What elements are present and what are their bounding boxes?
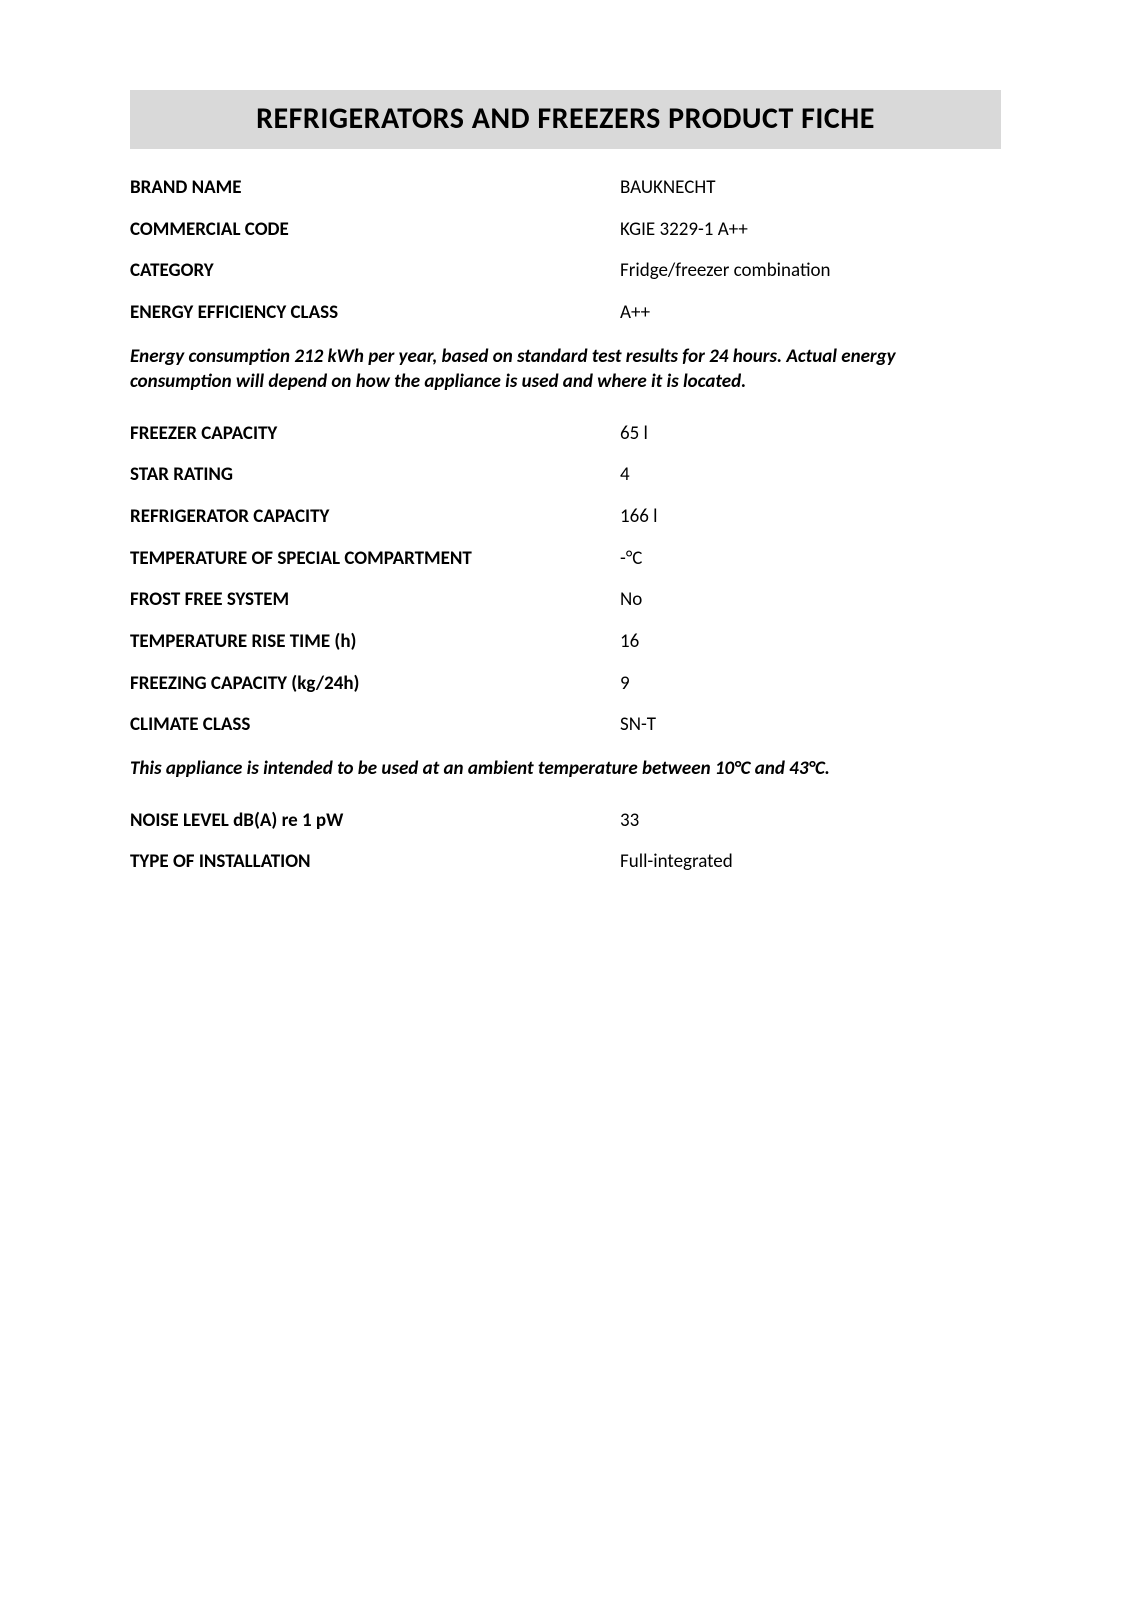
spec-value: Fridge/freezer combination: [620, 258, 1001, 284]
spec-label: REFRIGERATOR CAPACITY: [130, 504, 620, 530]
spec-row: NOISE LEVEL dB(A) re 1 pW 33: [130, 800, 1001, 842]
ambient-temperature-note: This appliance is intended to be used at…: [130, 746, 1001, 800]
spec-row: TYPE OF INSTALLATION Full-integrated: [130, 841, 1001, 883]
spec-value: No: [620, 587, 1001, 613]
spec-row: REFRIGERATOR CAPACITY 166 l: [130, 496, 1001, 538]
spec-row: TEMPERATURE RISE TIME (h) 16: [130, 621, 1001, 663]
spec-row: FREEZER CAPACITY 65 l: [130, 413, 1001, 455]
spec-label: CLIMATE CLASS: [130, 712, 620, 738]
spec-value: 166 l: [620, 504, 1001, 530]
spec-label: CATEGORY: [130, 258, 620, 284]
spec-value: 9: [620, 671, 1001, 697]
spec-row: CLIMATE CLASS SN-T: [130, 704, 1001, 746]
spec-label: FROST FREE SYSTEM: [130, 587, 620, 613]
spec-row: COMMERCIAL CODE KGIE 3229-1 A++: [130, 209, 1001, 251]
energy-consumption-note: Energy consumption 212 kWh per year, bas…: [130, 334, 1001, 413]
spec-row: ENERGY EFFICIENCY CLASS A++: [130, 292, 1001, 334]
spec-value: SN-T: [620, 712, 1001, 738]
spec-value: 65 l: [620, 421, 1001, 447]
page-title: REFRIGERATORS AND FREEZERS PRODUCT FICHE: [130, 90, 1001, 149]
spec-value: KGIE 3229-1 A++: [620, 217, 1001, 243]
spec-row: TEMPERATURE OF SPECIAL COMPARTMENT -°C: [130, 538, 1001, 580]
spec-label: STAR RATING: [130, 462, 620, 488]
spec-value: 4: [620, 462, 1001, 488]
spec-value: BAUKNECHT: [620, 175, 1001, 201]
spec-label: ENERGY EFFICIENCY CLASS: [130, 300, 620, 326]
spec-row: STAR RATING 4: [130, 454, 1001, 496]
spec-value: 16: [620, 629, 1001, 655]
spec-label: NOISE LEVEL dB(A) re 1 pW: [130, 808, 620, 834]
spec-label: TYPE OF INSTALLATION: [130, 849, 620, 875]
spec-row: BRAND NAME BAUKNECHT: [130, 167, 1001, 209]
spec-label: FREEZER CAPACITY: [130, 421, 620, 447]
spec-label: TEMPERATURE RISE TIME (h): [130, 629, 620, 655]
spec-row: CATEGORY Fridge/freezer combination: [130, 250, 1001, 292]
spec-label: FREEZING CAPACITY (kg/24h): [130, 671, 620, 697]
spec-value: 33: [620, 808, 1001, 834]
product-fiche-page: REFRIGERATORS AND FREEZERS PRODUCT FICHE…: [0, 0, 1131, 883]
spec-label: BRAND NAME: [130, 175, 620, 201]
spec-value: A++: [620, 300, 1001, 326]
spec-value: -°C: [620, 546, 1001, 572]
spec-row: FREEZING CAPACITY (kg/24h) 9: [130, 663, 1001, 705]
spec-row: FROST FREE SYSTEM No: [130, 579, 1001, 621]
spec-label: TEMPERATURE OF SPECIAL COMPARTMENT: [130, 546, 620, 572]
spec-value: Full-integrated: [620, 849, 1001, 875]
spec-label: COMMERCIAL CODE: [130, 217, 620, 243]
